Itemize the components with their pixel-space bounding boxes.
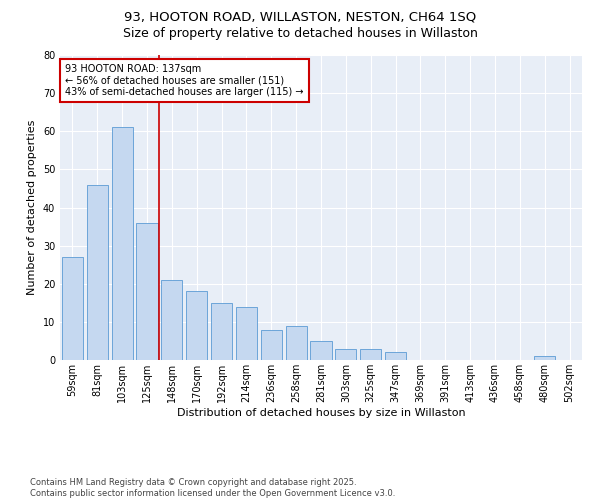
- Y-axis label: Number of detached properties: Number of detached properties: [27, 120, 37, 295]
- Bar: [161, 280, 182, 360]
- Text: Size of property relative to detached houses in Willaston: Size of property relative to detached ho…: [122, 28, 478, 40]
- Text: 93, HOOTON ROAD, WILLASTON, NESTON, CH64 1SQ: 93, HOOTON ROAD, WILLASTON, NESTON, CH64…: [124, 10, 476, 23]
- Bar: [211, 303, 232, 360]
- Bar: [385, 352, 406, 360]
- Bar: [261, 330, 282, 360]
- Bar: [534, 356, 555, 360]
- Bar: [87, 184, 108, 360]
- Text: 93 HOOTON ROAD: 137sqm
← 56% of detached houses are smaller (151)
43% of semi-de: 93 HOOTON ROAD: 137sqm ← 56% of detached…: [65, 64, 304, 98]
- Bar: [236, 306, 257, 360]
- Bar: [360, 348, 381, 360]
- Bar: [310, 341, 332, 360]
- Bar: [136, 223, 158, 360]
- X-axis label: Distribution of detached houses by size in Willaston: Distribution of detached houses by size …: [176, 408, 466, 418]
- Bar: [62, 257, 83, 360]
- Text: Contains HM Land Registry data © Crown copyright and database right 2025.
Contai: Contains HM Land Registry data © Crown c…: [30, 478, 395, 498]
- Bar: [335, 348, 356, 360]
- Bar: [286, 326, 307, 360]
- Bar: [186, 292, 207, 360]
- Bar: [112, 128, 133, 360]
